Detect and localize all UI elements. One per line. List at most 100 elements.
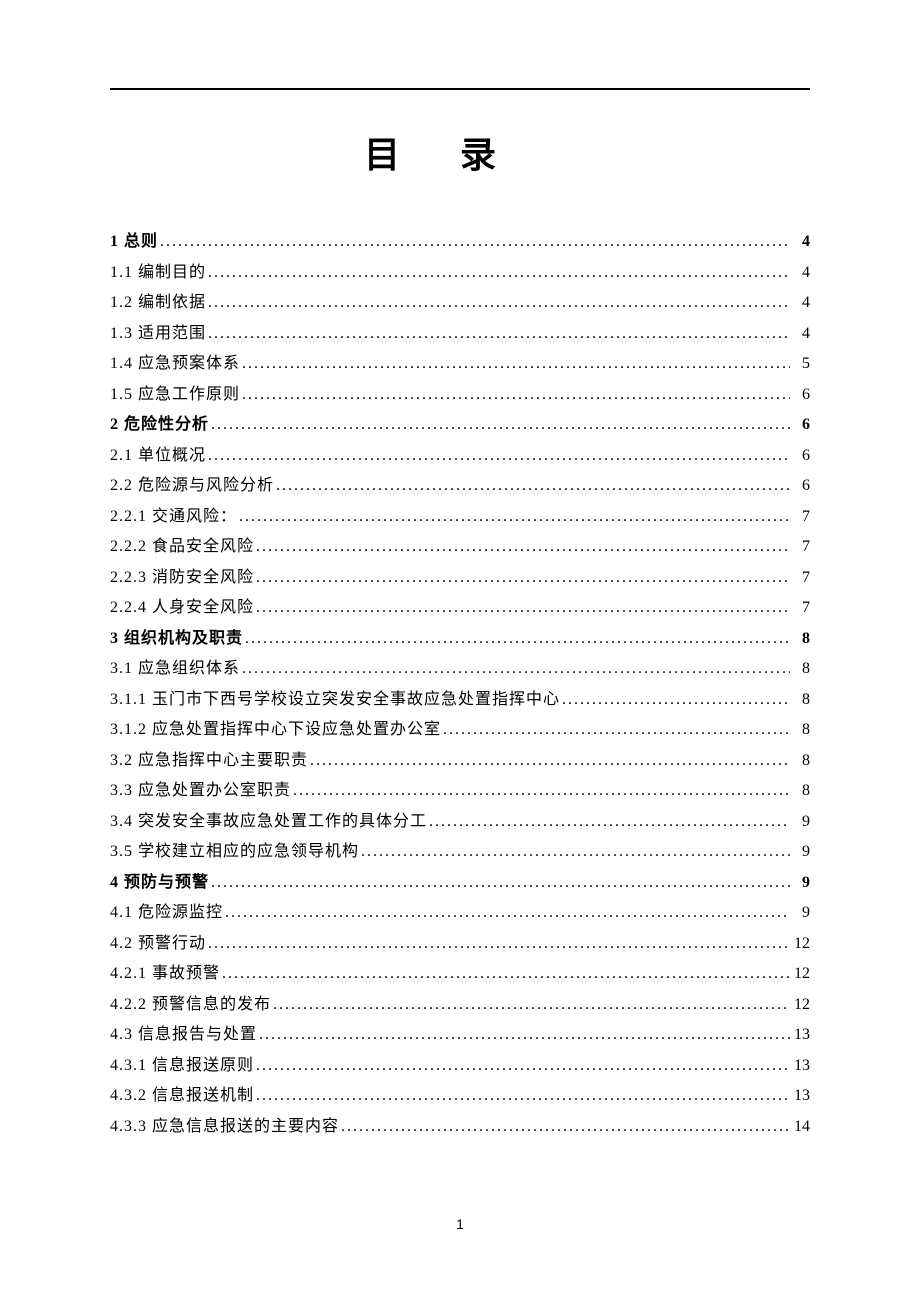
toc-entry-label: 4.3.1 信息报送原则 xyxy=(110,1058,254,1074)
toc-entry-label: 3 组织机构及职责 xyxy=(110,631,243,647)
toc-entry-page: 12 xyxy=(790,936,810,952)
toc-row: 3.1.1 玉门市下西号学校设立突发安全事故应急处置指挥中心 8 xyxy=(110,692,810,708)
toc-row: 2 危险性分析6 xyxy=(110,417,810,433)
toc-leader-dots xyxy=(254,570,790,586)
toc-entry-label: 3.1.1 玉门市下西号学校设立突发安全事故应急处置指挥中心 xyxy=(110,692,560,708)
toc-row: 1 总则 4 xyxy=(110,234,810,250)
toc-leader-dots xyxy=(206,295,790,311)
toc-entry-page: 6 xyxy=(790,417,810,433)
toc-leader-dots xyxy=(206,326,790,342)
toc-entry-label: 1 总则 xyxy=(110,234,158,250)
toc-row: 3 组织机构及职责8 xyxy=(110,631,810,647)
toc-entry-page: 9 xyxy=(790,875,810,891)
toc-entry-label: 3.2 应急指挥中心主要职责 xyxy=(110,753,308,769)
toc-entry-page: 8 xyxy=(790,692,810,708)
toc-leader-dots xyxy=(254,1088,790,1104)
toc-row: 4.2.1 事故预警 12 xyxy=(110,966,810,982)
toc-entry-page: 4 xyxy=(790,326,810,342)
toc-entry-label: 3.1.2 应急处置指挥中心下设应急处置办公室 xyxy=(110,722,441,738)
toc-entry-label: 1.1 编制目的 xyxy=(110,265,206,281)
toc-entry-label: 4.2 预警行动 xyxy=(110,936,206,952)
toc-row: 4.3 信息报告与处置 13 xyxy=(110,1027,810,1043)
toc-leader-dots xyxy=(206,265,790,281)
toc-leader-dots xyxy=(339,1119,790,1135)
toc-entry-label: 4.3 信息报告与处置 xyxy=(110,1027,257,1043)
toc-leader-dots xyxy=(271,997,790,1013)
header-rule xyxy=(110,88,810,90)
toc-entry-page: 8 xyxy=(790,722,810,738)
toc-row: 4.2.2 预警信息的发布12 xyxy=(110,997,810,1013)
toc-leader-dots xyxy=(209,875,790,891)
toc-entry-page: 8 xyxy=(790,753,810,769)
toc-row: 2.2.1 交通风险：7 xyxy=(110,509,810,525)
toc-leader-dots xyxy=(223,905,790,921)
toc-row: 4.3.3 应急信息报送的主要内容 14 xyxy=(110,1119,810,1135)
toc-entry-label: 3.5 学校建立相应的应急领导机构 xyxy=(110,844,359,860)
toc-entry-page: 14 xyxy=(790,1119,810,1135)
toc-row: 2.2 危险源与风险分析 6 xyxy=(110,478,810,494)
toc-entry-page: 13 xyxy=(790,1027,810,1043)
toc-entry-label: 4.2.2 预警信息的发布 xyxy=(110,997,271,1013)
toc-row: 3.1 应急组织体系 8 xyxy=(110,661,810,677)
toc-leader-dots xyxy=(158,234,790,250)
toc-row: 3.2 应急指挥中心主要职责 8 xyxy=(110,753,810,769)
toc-row: 1.5 应急工作原则6 xyxy=(110,387,810,403)
toc-row: 2.1 单位概况6 xyxy=(110,448,810,464)
toc-row: 1.1 编制目的 4 xyxy=(110,265,810,281)
page-container: 目录 1 总则41.1 编制目的41.2 编制依据41.3 适用范围41.4 应… xyxy=(0,0,920,1135)
toc-entry-label: 1.4 应急预案体系 xyxy=(110,356,240,372)
toc-leader-dots xyxy=(209,417,790,433)
toc-entry-page: 6 xyxy=(790,478,810,494)
toc-entry-label: 2.2.2 食品安全风险 xyxy=(110,539,254,555)
toc-leader-dots xyxy=(220,966,790,982)
toc-entry-label: 2.2 危险源与风险分析 xyxy=(110,478,274,494)
toc-entry-label: 4.1 危险源监控 xyxy=(110,905,223,921)
toc-entry-page: 13 xyxy=(790,1058,810,1074)
toc-row: 1.2 编制依据4 xyxy=(110,295,810,311)
toc-entry-page: 8 xyxy=(790,783,810,799)
toc-leader-dots xyxy=(254,539,790,555)
toc-entry-page: 13 xyxy=(790,1088,810,1104)
toc-entry-label: 1.2 编制依据 xyxy=(110,295,206,311)
toc-leader-dots xyxy=(441,722,790,738)
toc-row: 3.5 学校建立相应的应急领导机构 9 xyxy=(110,844,810,860)
toc-row: 4 预防与预警9 xyxy=(110,875,810,891)
toc-row: 2.2.3 消防安全风险 7 xyxy=(110,570,810,586)
toc-entry-label: 2.2.3 消防安全风险 xyxy=(110,570,254,586)
toc-title: 目录 xyxy=(110,126,810,178)
toc-leader-dots xyxy=(257,1027,790,1043)
toc-entry-label: 3.4 突发安全事故应急处置工作的具体分工 xyxy=(110,814,427,830)
toc-entry-page: 7 xyxy=(790,539,810,555)
toc-entry-page: 9 xyxy=(790,905,810,921)
toc-leader-dots xyxy=(240,661,790,677)
toc-leader-dots xyxy=(560,692,790,708)
toc-entry-label: 4.3.3 应急信息报送的主要内容 xyxy=(110,1119,339,1135)
toc-entry-page: 7 xyxy=(790,570,810,586)
toc-row: 3.3 应急处置办公室职责 8 xyxy=(110,783,810,799)
toc-leader-dots xyxy=(240,387,790,403)
page-number: 1 xyxy=(0,1216,920,1232)
toc-entry-page: 7 xyxy=(790,509,810,525)
toc-row: 2.2.4 人身安全风险7 xyxy=(110,600,810,616)
toc-row: 3.1.2 应急处置指挥中心下设应急处置办公室 8 xyxy=(110,722,810,738)
toc-entry-page: 4 xyxy=(790,265,810,281)
toc-entry-label: 3.1 应急组织体系 xyxy=(110,661,240,677)
toc-row: 1.4 应急预案体系 5 xyxy=(110,356,810,372)
toc-row: 1.3 适用范围4 xyxy=(110,326,810,342)
toc-leader-dots xyxy=(243,631,790,647)
toc-list: 1 总则41.1 编制目的41.2 编制依据41.3 适用范围41.4 应急预案… xyxy=(110,234,810,1135)
toc-entry-page: 12 xyxy=(790,966,810,982)
toc-leader-dots xyxy=(308,753,790,769)
toc-leader-dots xyxy=(427,814,790,830)
toc-entry-page: 6 xyxy=(790,448,810,464)
toc-entry-label: 4.3.2 信息报送机制 xyxy=(110,1088,254,1104)
toc-entry-label: 3.3 应急处置办公室职责 xyxy=(110,783,291,799)
toc-entry-page: 8 xyxy=(790,661,810,677)
toc-row: 2.2.2 食品安全风险 7 xyxy=(110,539,810,555)
toc-row: 4.3.1 信息报送原则 13 xyxy=(110,1058,810,1074)
toc-entry-page: 7 xyxy=(790,600,810,616)
toc-entry-label: 4.2.1 事故预警 xyxy=(110,966,220,982)
toc-entry-page: 5 xyxy=(790,356,810,372)
toc-entry-page: 4 xyxy=(790,234,810,250)
toc-entry-page: 9 xyxy=(790,844,810,860)
